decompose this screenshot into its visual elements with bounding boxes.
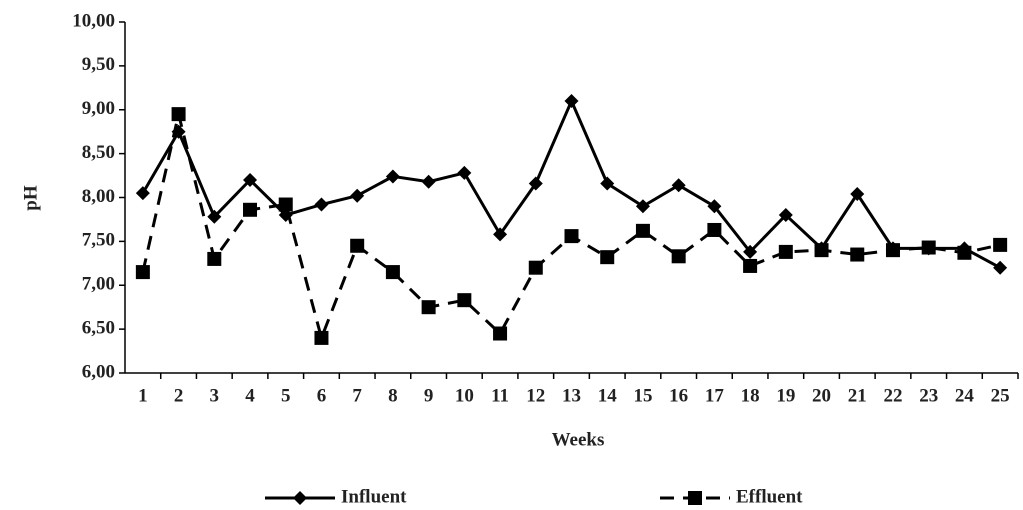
x-tick-label: 20 [812, 385, 831, 406]
point [243, 172, 258, 187]
y-axis-title: pH [20, 185, 41, 211]
legend-label: Influent [341, 486, 407, 507]
x-tick-label: 21 [848, 385, 867, 406]
point [600, 250, 615, 265]
x-tick-label: 8 [388, 385, 398, 406]
point [993, 260, 1008, 275]
y-tick-label: 8,50 [82, 142, 115, 163]
legend-label: Effluent [736, 486, 803, 507]
point [600, 176, 615, 191]
point [814, 243, 829, 258]
point [850, 186, 865, 201]
x-tick-label: 9 [424, 385, 434, 406]
point [314, 330, 329, 345]
point [528, 176, 543, 191]
x-tick-label: 19 [776, 385, 795, 406]
point [564, 229, 579, 244]
point [778, 208, 793, 223]
x-tick-label: 6 [317, 385, 327, 406]
point [314, 197, 329, 212]
point [850, 247, 865, 262]
point [635, 223, 650, 238]
x-tick-label: 7 [352, 385, 362, 406]
point [921, 240, 936, 255]
point [957, 245, 972, 260]
point [350, 188, 365, 203]
y-tick-label: 7,50 [82, 230, 115, 251]
point [421, 174, 436, 189]
x-tick-label: 24 [955, 385, 975, 406]
point [528, 260, 543, 275]
x-tick-label: 10 [455, 385, 474, 406]
x-tick-label: 23 [919, 385, 938, 406]
x-tick-label: 18 [741, 385, 760, 406]
point [564, 93, 579, 108]
point [493, 227, 508, 242]
x-tick-label: 14 [598, 385, 618, 406]
point [278, 197, 293, 212]
x-tick-label: 22 [883, 385, 902, 406]
x-axis-title: Weeks [552, 429, 605, 450]
x-tick-label: 15 [633, 385, 652, 406]
x-tick-label: 12 [526, 385, 545, 406]
line [141, 113, 1001, 343]
point [135, 265, 150, 280]
point [385, 169, 400, 184]
point [457, 293, 472, 308]
point [688, 491, 702, 505]
point [207, 209, 222, 224]
point [493, 326, 508, 341]
y-tick-label: 9,00 [82, 98, 115, 119]
point [743, 244, 758, 259]
point [993, 237, 1008, 252]
x-tick-label: 3 [210, 385, 220, 406]
point [671, 249, 686, 264]
y-tick-label: 8,00 [82, 186, 115, 207]
point [671, 178, 686, 193]
point [385, 265, 400, 280]
x-tick-label: 25 [991, 385, 1010, 406]
point [635, 199, 650, 214]
point [421, 300, 436, 315]
y-tick-label: 6,00 [82, 361, 115, 382]
point [778, 244, 793, 259]
y-tick-label: 9,50 [82, 54, 115, 75]
x-tick-label: 5 [281, 385, 291, 406]
point [743, 258, 758, 273]
x-tick-label: 2 [174, 385, 184, 406]
point [707, 199, 722, 214]
x-tick-label: 16 [669, 385, 688, 406]
x-tick-label: 1 [138, 385, 148, 406]
point [457, 165, 472, 180]
point [293, 491, 307, 505]
x-tick-label: 13 [562, 385, 581, 406]
point [135, 186, 150, 201]
point [707, 222, 722, 237]
point [171, 107, 186, 122]
point [243, 202, 258, 217]
point [350, 238, 365, 253]
x-tick-label: 11 [491, 385, 509, 406]
y-tick-label: 7,00 [82, 274, 115, 295]
point [885, 243, 900, 258]
y-tick-label: 6,50 [82, 317, 115, 338]
x-tick-label: 17 [705, 385, 725, 406]
point [207, 251, 222, 266]
x-tick-label: 4 [245, 385, 255, 406]
y-tick-label: 10,00 [72, 10, 115, 31]
